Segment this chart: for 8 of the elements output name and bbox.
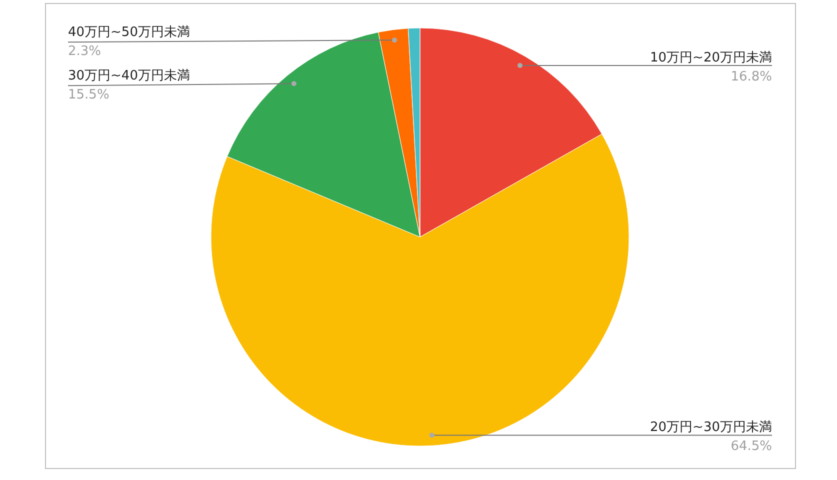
slice-label: 30万円~40万円未満 [68,68,190,84]
slice-label: 10万円~20万円未満 [650,50,772,66]
slice-label: 40万円~50万円未満 [68,25,190,40]
slice-label: 20万円~30万円未満 [650,420,772,436]
data-label: 16.8% [730,69,772,84]
data-label: 64.5% [730,439,772,454]
data-label: 2.3% [68,44,102,60]
data-label: 15.5% [68,88,110,103]
